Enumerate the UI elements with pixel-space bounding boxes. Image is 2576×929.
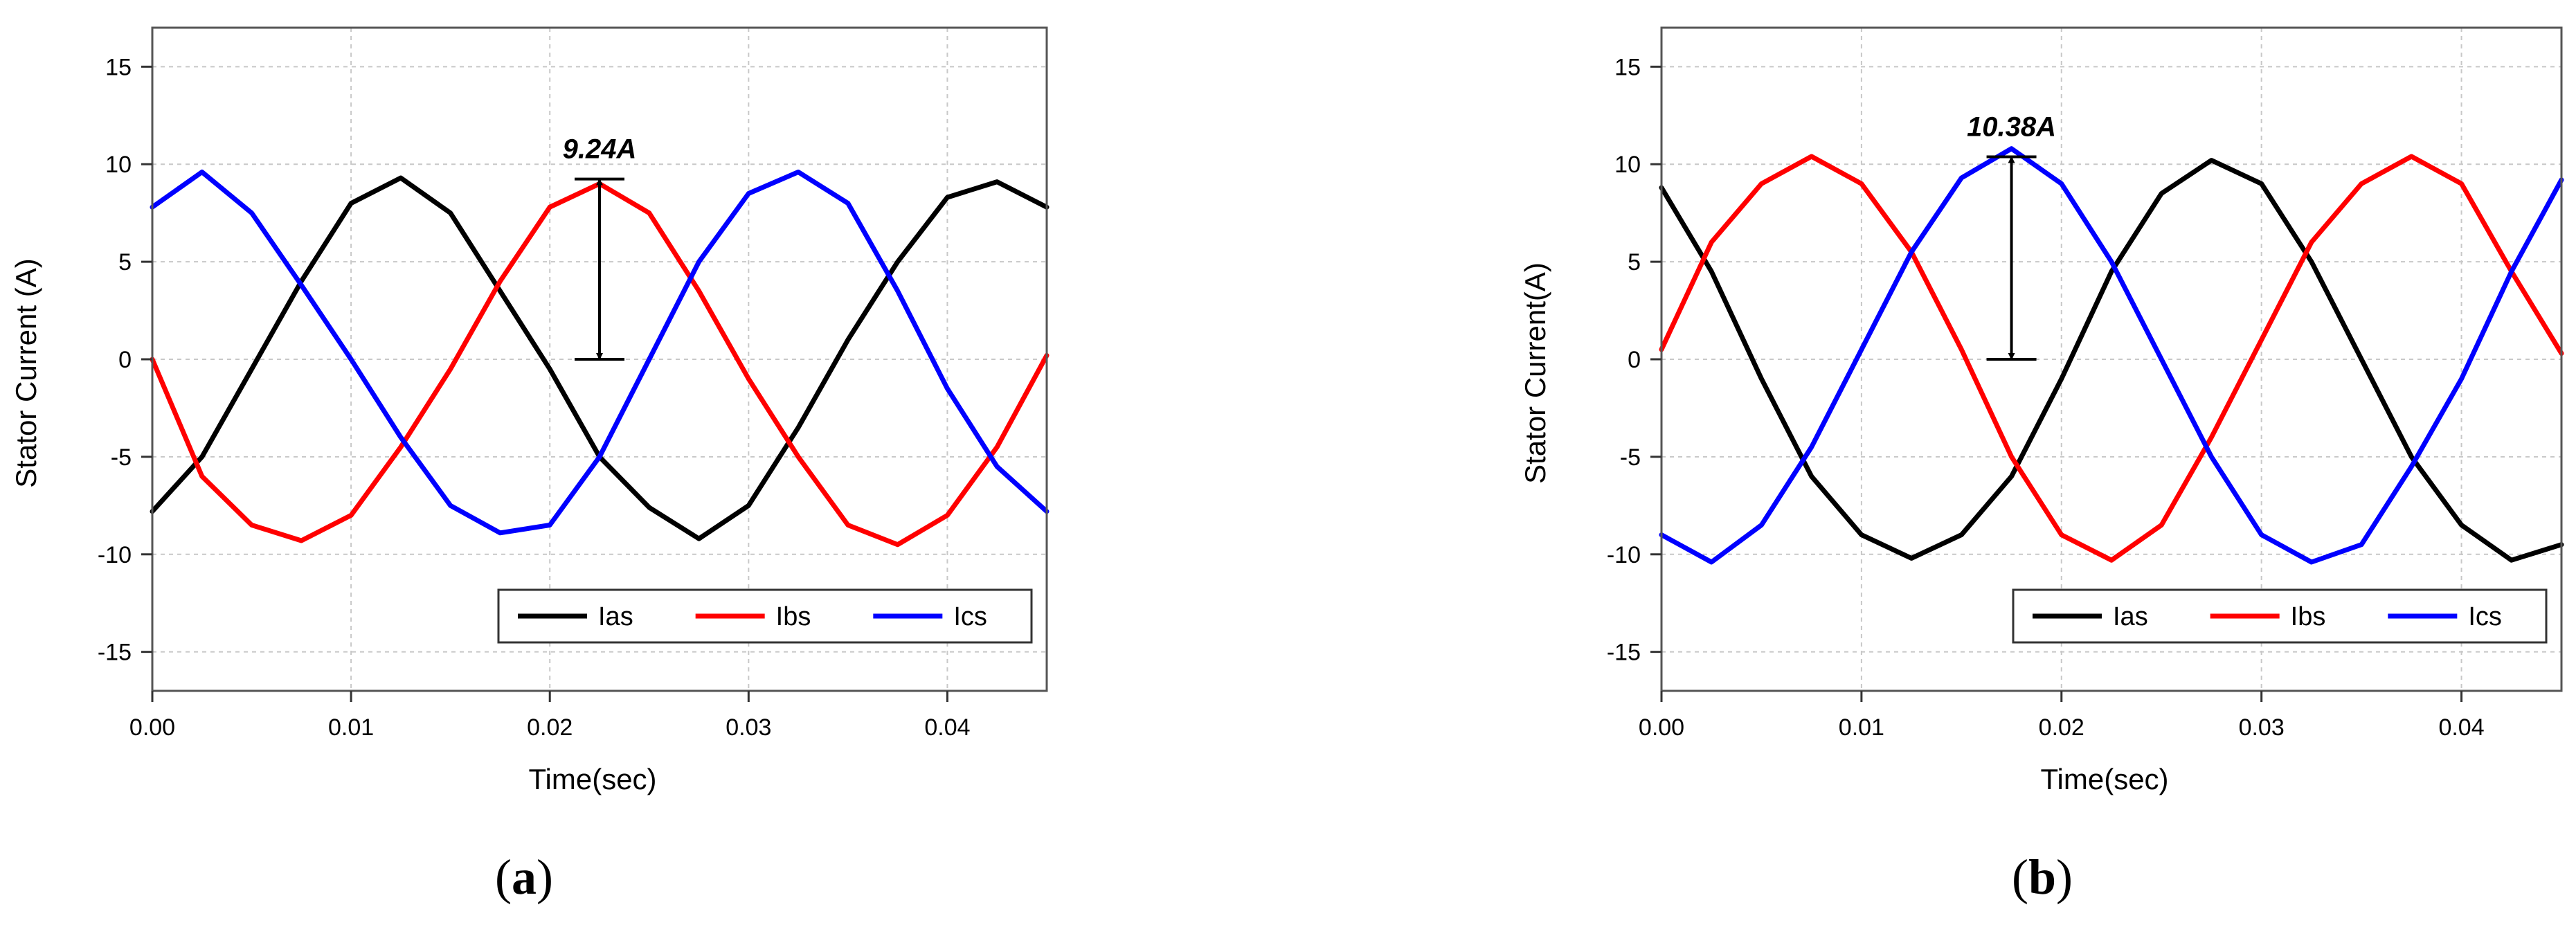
chart-panel-a: 0.00 0.01 0.02 0.03 0.04 -15 -10 -5 0 5 10 15 Time(s… bbox=[10, 26, 1050, 795]
legend-box bbox=[2012, 588, 2548, 644]
x-tick-label: 0.03 bbox=[2239, 714, 2285, 741]
y-tick-label: -15 bbox=[98, 640, 132, 666]
x-tick-label: 0.04 bbox=[2438, 714, 2484, 741]
y-tick-label: 0 bbox=[118, 347, 132, 373]
y-tick-label: -15 bbox=[1607, 640, 1641, 666]
x-axis-label: Time(sec) bbox=[2040, 763, 2168, 795]
y-tick-label: 15 bbox=[105, 54, 132, 80]
legend-label-ias: Ias bbox=[2113, 602, 2148, 631]
series-line-ias bbox=[1659, 158, 2564, 563]
caption-a-letter: a bbox=[511, 849, 537, 905]
x-tick-label: 0.00 bbox=[129, 714, 175, 741]
y-axis-label: Stator Current (A) bbox=[10, 258, 42, 487]
legend-label-ics: Ics bbox=[953, 602, 987, 631]
x-tick-label: 0.01 bbox=[328, 714, 374, 741]
y-tick-label: -10 bbox=[1607, 542, 1641, 568]
legend-box bbox=[497, 588, 1033, 644]
y-tick-label: -10 bbox=[98, 542, 132, 568]
annotation-label: 9.24A bbox=[563, 134, 637, 165]
legend-label-ias: Ias bbox=[598, 602, 633, 631]
series-line-ibs bbox=[1659, 154, 2564, 563]
y-axis-label: Stator Current(A) bbox=[1519, 262, 1551, 484]
legend-label-ibs: Ibs bbox=[776, 602, 811, 631]
y-tick-label: 15 bbox=[1614, 54, 1641, 80]
y-tick-label: -5 bbox=[111, 444, 132, 471]
y-tick-label: 10 bbox=[105, 152, 132, 178]
x-tick-label: 0.00 bbox=[1639, 714, 1684, 741]
series-line-ics bbox=[150, 170, 1050, 536]
y-tick-label: -5 bbox=[1620, 444, 1641, 471]
caption-b: (b) bbox=[2012, 849, 2073, 905]
x-tick-label: 0.03 bbox=[726, 714, 771, 741]
caption-a: (a) bbox=[495, 849, 553, 905]
series-line-ics bbox=[1659, 146, 2564, 565]
x-tick-label: 0.04 bbox=[924, 714, 970, 741]
legend-label-ibs: Ibs bbox=[2291, 602, 2326, 631]
y-tick-label: 10 bbox=[1614, 152, 1641, 178]
annotation-label: 10.38A bbox=[1967, 112, 2056, 143]
y-tick-label: 5 bbox=[118, 249, 132, 276]
x-tick-label: 0.02 bbox=[2039, 714, 2084, 741]
y-tick-label: 0 bbox=[1628, 347, 1641, 373]
x-tick-label: 0.01 bbox=[1839, 714, 1884, 741]
y-tick-label: 5 bbox=[1628, 249, 1641, 276]
x-tick-label: 0.02 bbox=[527, 714, 573, 741]
legend-label-ics: Ics bbox=[2468, 602, 2502, 631]
caption-b-letter: b bbox=[2028, 849, 2057, 905]
x-axis-label: Time(sec) bbox=[528, 763, 656, 795]
chart-panel-b: 0.00 0.01 0.02 0.03 0.04 -15 -10 -5 0 5 10 15 Time(s… bbox=[1519, 26, 2564, 795]
